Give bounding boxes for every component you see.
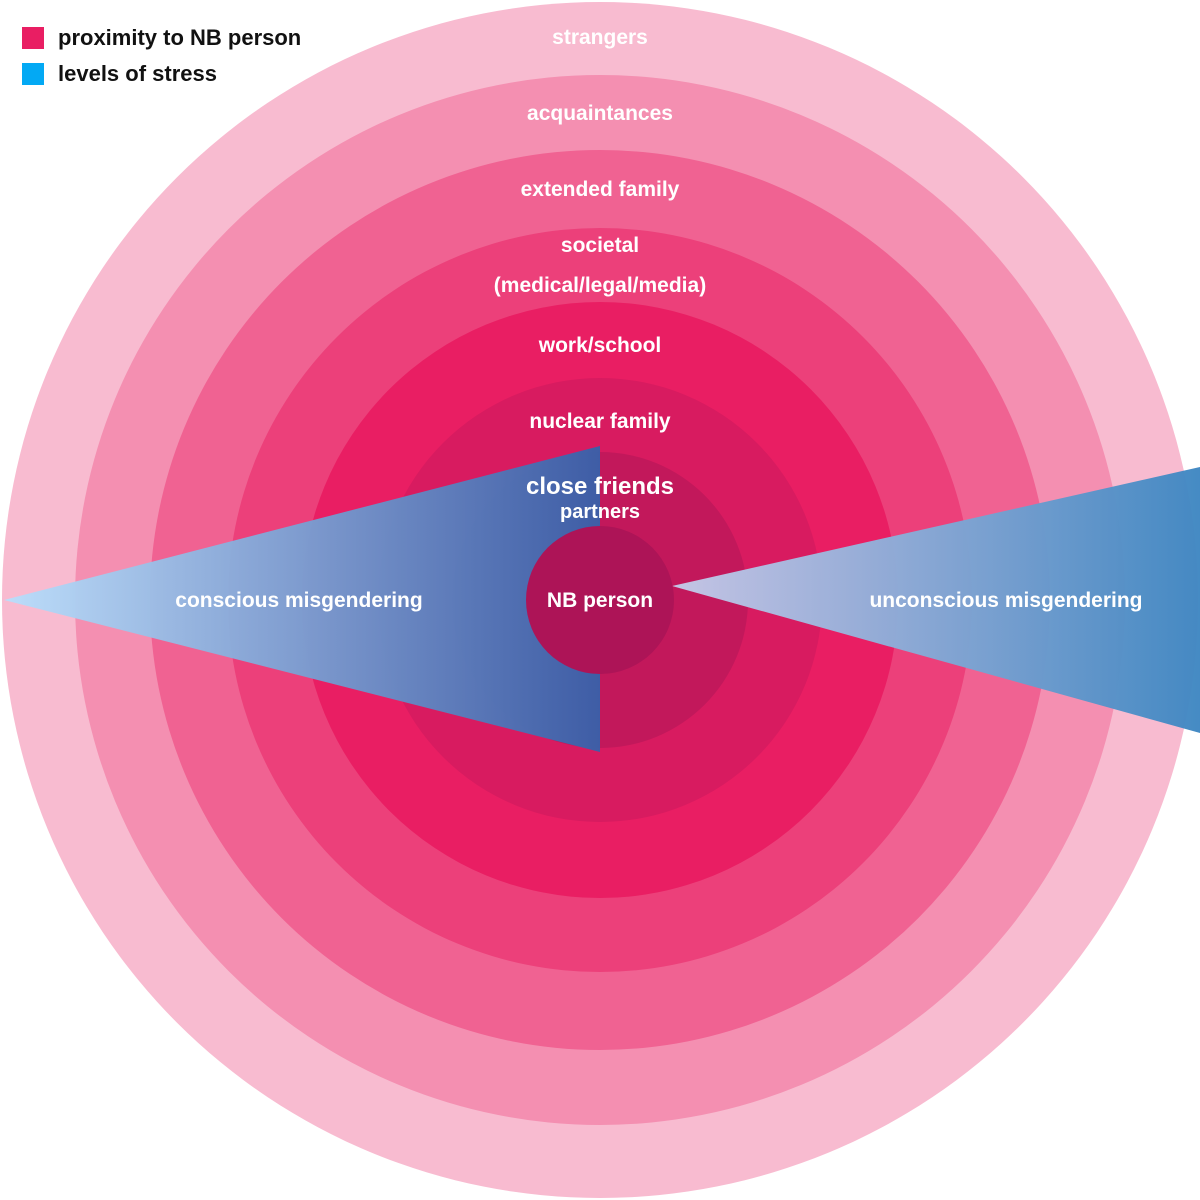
- wedge-conscious-misgendering: [4, 446, 600, 752]
- label-partners: partners: [560, 501, 640, 523]
- label-societal-sub: (medical/legal/media): [494, 274, 706, 297]
- label-nuclear-family: nuclear family: [529, 410, 671, 433]
- label-acquaintances: acquaintances: [527, 102, 673, 125]
- legend-swatch-stress: [22, 63, 44, 85]
- label-conscious-misgendering: conscious misgendering: [175, 589, 422, 612]
- center-nb-person: [526, 526, 674, 674]
- label-nb-person: NB person: [547, 589, 653, 612]
- label-strangers: strangers: [552, 26, 648, 49]
- label-close-friends: close friends: [526, 473, 674, 500]
- legend-label-stress: levels of stress: [58, 61, 217, 86]
- legend: proximity to NB person levels of stress: [22, 20, 301, 92]
- label-work-school: work/school: [538, 334, 662, 357]
- label-extended-family: extended family: [521, 178, 680, 201]
- label-unconscious-misgendering: unconscious misgendering: [869, 589, 1142, 612]
- legend-item-proximity: proximity to NB person: [22, 20, 301, 56]
- wedge-unconscious-misgendering: [672, 467, 1200, 733]
- legend-swatch-proximity: [22, 27, 44, 49]
- legend-label-proximity: proximity to NB person: [58, 25, 302, 50]
- label-societal: societal: [561, 234, 639, 257]
- legend-item-stress: levels of stress: [22, 56, 301, 92]
